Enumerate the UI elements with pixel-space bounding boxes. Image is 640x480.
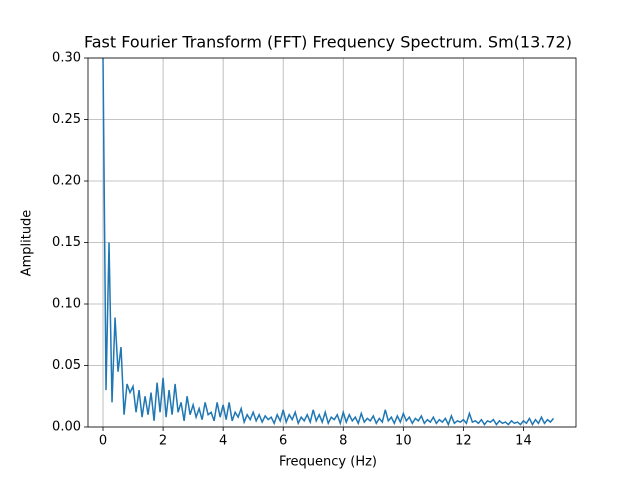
x-tick-label: 8 bbox=[339, 434, 347, 449]
y-tick-label: 0.10 bbox=[52, 297, 81, 312]
x-tick-label: 12 bbox=[455, 434, 472, 449]
x-tick-label: 2 bbox=[159, 434, 167, 449]
y-tick-label: 0.30 bbox=[52, 51, 81, 66]
x-axis-label: Frequency (Hz) bbox=[279, 455, 377, 470]
plot-frame bbox=[87, 57, 577, 428]
x-tick-label: 0 bbox=[99, 434, 107, 449]
x-tick-label: 4 bbox=[219, 434, 227, 449]
spectrum-line bbox=[102, 58, 555, 427]
x-tick-label: 6 bbox=[279, 434, 287, 449]
x-tick-label: 14 bbox=[515, 434, 532, 449]
y-tick-label: 0.25 bbox=[52, 112, 81, 127]
y-tick-label: 0.15 bbox=[52, 235, 81, 250]
y-axis-label: Amplitude bbox=[20, 210, 35, 277]
x-tick-label: 10 bbox=[395, 434, 412, 449]
chart-title: Fast Fourier Transform (FFT) Frequency S… bbox=[84, 33, 572, 52]
y-tick-label: 0.05 bbox=[52, 358, 81, 373]
y-tick-label: 0.20 bbox=[52, 174, 81, 189]
y-tick-label: 0.00 bbox=[52, 420, 81, 435]
